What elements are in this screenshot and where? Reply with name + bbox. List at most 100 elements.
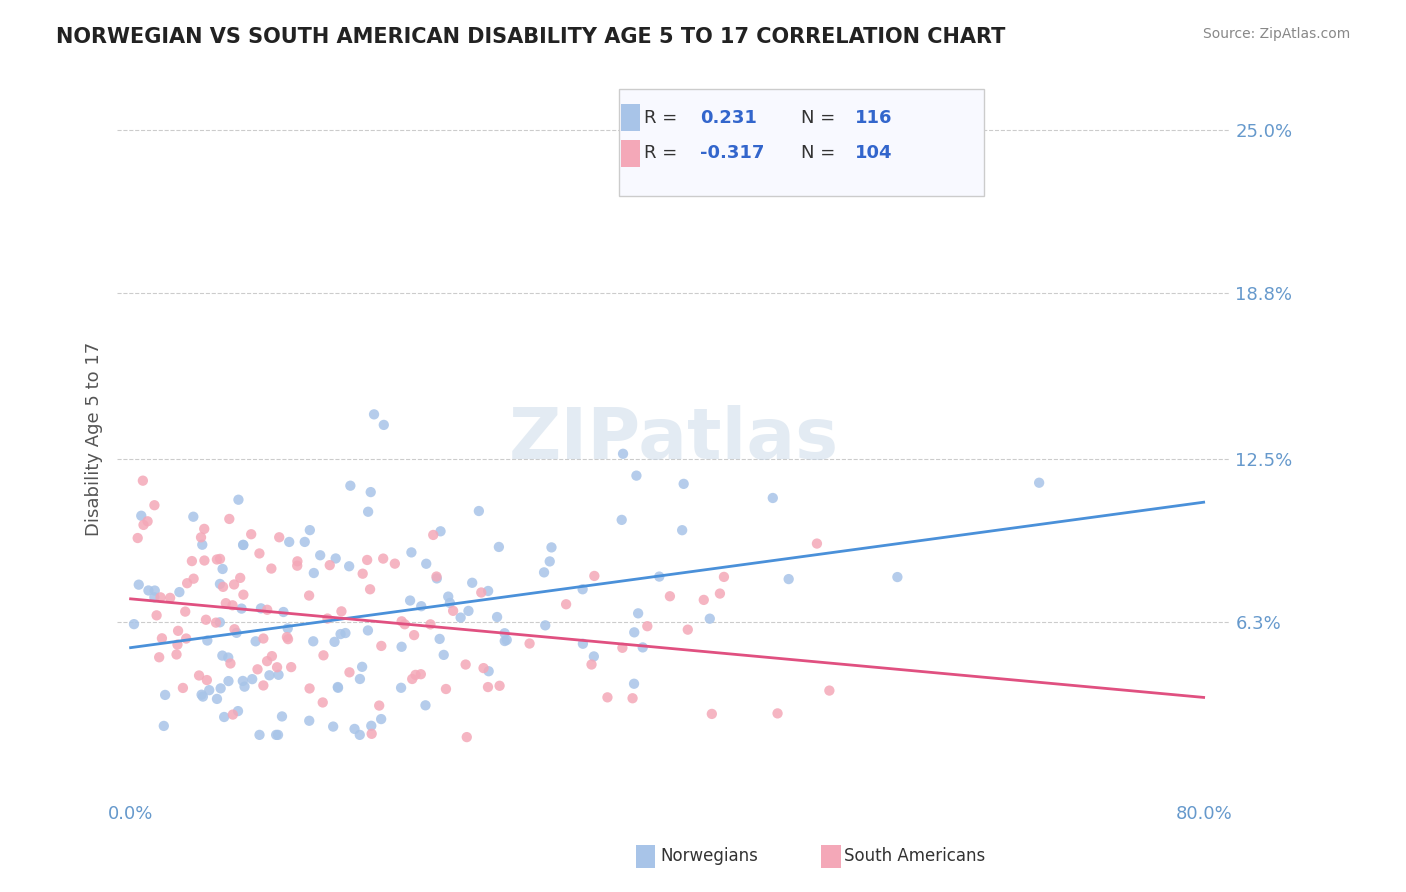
Point bbox=[266, 660, 288, 674]
Point bbox=[555, 597, 578, 611]
Point bbox=[415, 557, 437, 571]
Point bbox=[136, 514, 159, 528]
Point bbox=[477, 584, 499, 599]
Point bbox=[222, 577, 245, 591]
Point bbox=[193, 522, 215, 536]
Point bbox=[276, 630, 298, 644]
Point bbox=[153, 719, 176, 733]
Y-axis label: Disability Age 5 to 17: Disability Age 5 to 17 bbox=[86, 342, 103, 536]
Point bbox=[404, 628, 426, 642]
Point bbox=[415, 698, 437, 713]
Point bbox=[218, 674, 240, 689]
Point bbox=[533, 566, 555, 580]
Point bbox=[425, 569, 447, 583]
Point bbox=[127, 531, 149, 545]
Point bbox=[195, 673, 218, 687]
Point bbox=[429, 632, 451, 646]
Point bbox=[191, 690, 214, 704]
Point bbox=[391, 615, 413, 629]
Point bbox=[212, 710, 235, 724]
Point bbox=[298, 714, 321, 728]
Point bbox=[298, 681, 321, 696]
Point bbox=[356, 553, 378, 567]
Text: NORWEGIAN VS SOUTH AMERICAN DISABILITY AGE 5 TO 17 CORRELATION CHART: NORWEGIAN VS SOUTH AMERICAN DISABILITY A… bbox=[56, 27, 1005, 46]
Point bbox=[478, 665, 501, 679]
Point bbox=[433, 648, 456, 662]
Text: N =: N = bbox=[801, 109, 841, 127]
Point bbox=[256, 654, 278, 668]
Point bbox=[676, 623, 699, 637]
Point bbox=[389, 681, 412, 695]
Point bbox=[212, 580, 235, 594]
Point bbox=[405, 668, 427, 682]
Point bbox=[181, 509, 204, 524]
Point bbox=[205, 552, 228, 566]
Point bbox=[368, 698, 391, 713]
Point bbox=[219, 657, 242, 671]
Point bbox=[434, 681, 457, 696]
Point bbox=[610, 513, 633, 527]
Point bbox=[249, 546, 271, 560]
Point bbox=[352, 566, 374, 581]
Point bbox=[302, 634, 325, 648]
Point bbox=[426, 571, 449, 585]
Point bbox=[128, 577, 150, 591]
Point bbox=[312, 648, 335, 663]
Point bbox=[231, 601, 253, 615]
Point bbox=[626, 468, 648, 483]
Point bbox=[766, 706, 789, 721]
Point bbox=[373, 551, 395, 566]
Point bbox=[401, 672, 423, 686]
Point bbox=[267, 728, 290, 742]
Point bbox=[143, 583, 166, 598]
Point bbox=[277, 632, 299, 647]
Point bbox=[818, 683, 841, 698]
Point bbox=[148, 650, 170, 665]
Point bbox=[330, 604, 353, 618]
Point bbox=[167, 624, 190, 638]
Point bbox=[450, 610, 472, 624]
Point bbox=[596, 690, 619, 705]
Point bbox=[208, 552, 231, 566]
Point bbox=[671, 523, 693, 537]
Point bbox=[699, 612, 721, 626]
Point bbox=[129, 508, 152, 523]
Point bbox=[174, 632, 197, 646]
Text: Norwegians: Norwegians bbox=[661, 847, 759, 865]
Point bbox=[349, 672, 371, 686]
Point bbox=[240, 527, 263, 541]
Point bbox=[159, 591, 181, 605]
Point bbox=[225, 625, 247, 640]
Point bbox=[132, 474, 155, 488]
Point bbox=[363, 408, 385, 422]
Point bbox=[309, 548, 332, 562]
Point bbox=[240, 672, 263, 686]
Point bbox=[232, 588, 254, 602]
Point bbox=[190, 530, 212, 544]
Point bbox=[357, 505, 380, 519]
Point bbox=[205, 615, 228, 630]
Point bbox=[519, 636, 541, 650]
Text: -0.317: -0.317 bbox=[700, 145, 765, 162]
Point bbox=[488, 679, 510, 693]
Point bbox=[172, 681, 194, 695]
Point bbox=[631, 640, 654, 655]
Point bbox=[322, 720, 344, 734]
Point bbox=[209, 681, 232, 696]
Point bbox=[488, 540, 510, 554]
Point bbox=[222, 707, 245, 722]
Text: South Americans: South Americans bbox=[844, 847, 984, 865]
Point bbox=[373, 417, 395, 432]
Point bbox=[583, 569, 606, 583]
Point bbox=[180, 554, 202, 568]
Point bbox=[709, 586, 731, 600]
Point bbox=[143, 591, 166, 605]
Point bbox=[122, 617, 145, 632]
Point bbox=[193, 553, 215, 567]
Point bbox=[672, 476, 695, 491]
Point bbox=[211, 562, 233, 576]
Point bbox=[198, 683, 221, 698]
Point bbox=[217, 650, 239, 665]
Point bbox=[419, 617, 441, 632]
Point bbox=[456, 730, 478, 744]
